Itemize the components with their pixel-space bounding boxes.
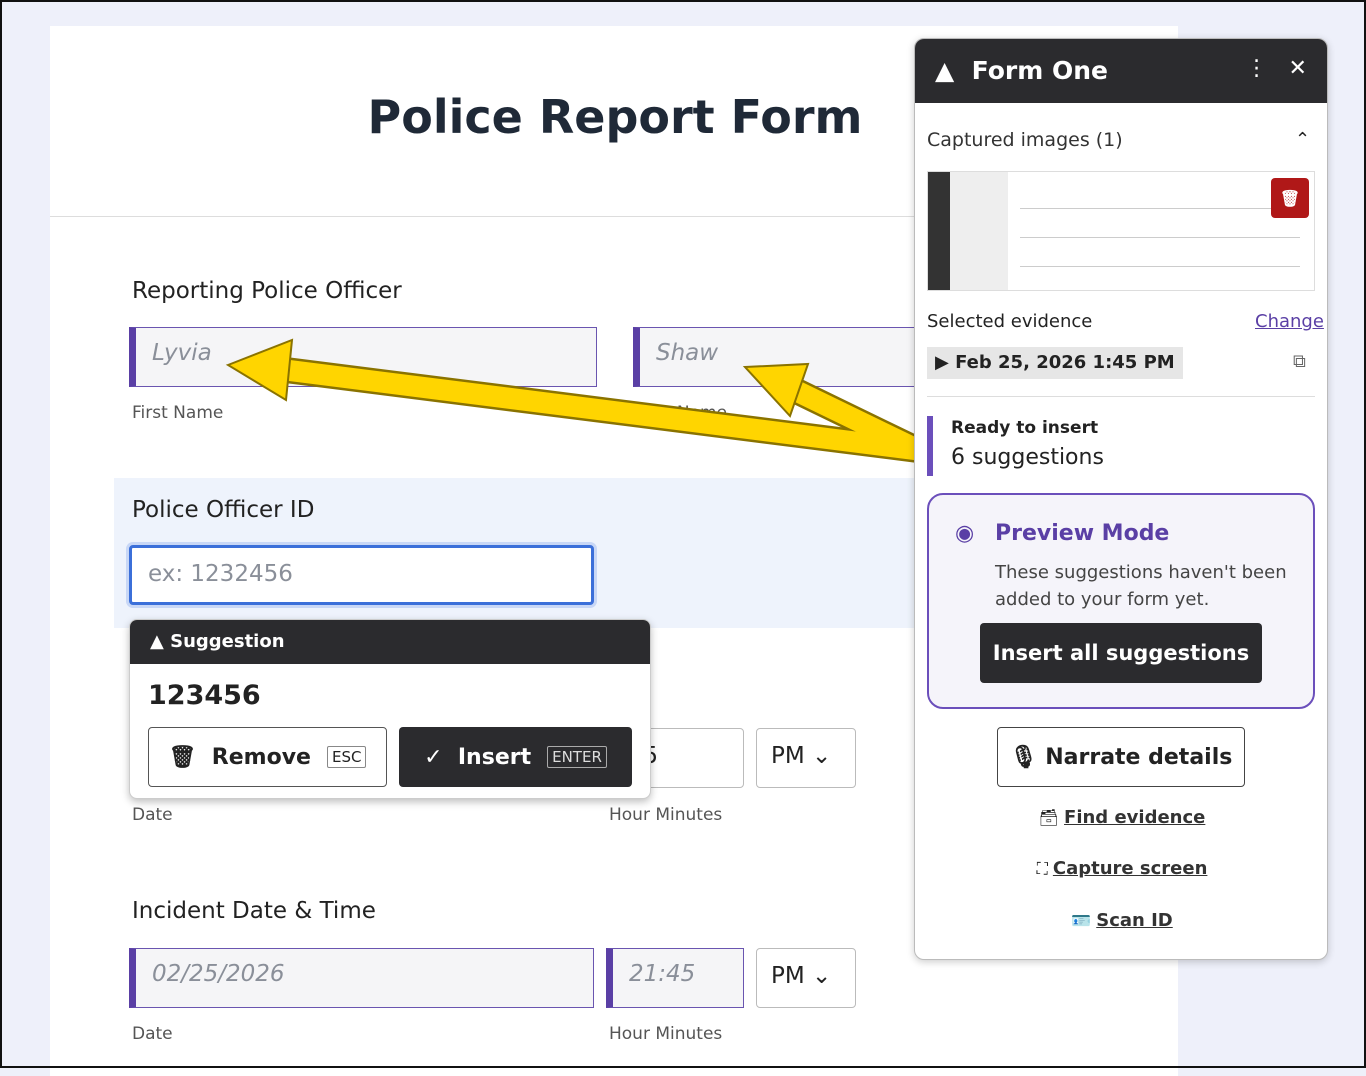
divider [927, 396, 1315, 397]
narrate-button[interactable]: 🎙 Narrate details [997, 727, 1245, 787]
open-icon[interactable]: ⧉ [1293, 351, 1306, 372]
button-label: Narrate details [1045, 744, 1233, 770]
field-label: Hour Minutes [609, 805, 723, 825]
link-row: 🗃 Find evidence [1038, 807, 1206, 828]
section-label: Incident Date & Time [132, 898, 376, 924]
insert-button[interactable]: ✓ Insert ENTER [399, 727, 632, 787]
capture-link[interactable]: Capture screen [1052, 858, 1208, 879]
section-label: Reporting Police Officer [132, 278, 402, 304]
section-heading: Captured images (1) [927, 129, 1123, 151]
evidence-date: Feb 25, 2026 1:45 PM [955, 352, 1175, 373]
remove-button[interactable]: 🗑 Remove ESC [148, 727, 387, 787]
thumb-panel [950, 172, 1008, 290]
eye-icon: ◉ [955, 521, 975, 546]
delete-button[interactable]: 🗑 [1271, 178, 1309, 218]
popup-title: Suggestion [170, 631, 285, 652]
status-label: Ready to insert [951, 418, 1099, 438]
preview-title: Preview Mode [995, 521, 1170, 546]
collapse-icon[interactable]: ⌃ [1295, 129, 1311, 150]
evidence-chip: ▶ Feb 25, 2026 1:45 PM [927, 347, 1183, 379]
ampm-select[interactable]: PM ⌄ [756, 948, 856, 1008]
preview-box: ◉ Preview Mode These suggestions haven't… [927, 493, 1315, 709]
button-label: Insert [457, 744, 532, 770]
find-link[interactable]: Find evidence [1064, 807, 1206, 828]
thumb-rows [1020, 180, 1300, 284]
field-label: Hour Minutes [609, 1024, 723, 1044]
date-input[interactable]: 02/25/2026 [129, 948, 594, 1008]
panel-title: Form One [971, 56, 1108, 85]
time-input[interactable]: 21:45 [606, 948, 744, 1008]
status-bar [927, 416, 933, 476]
shortcut: ESC [326, 746, 367, 768]
field-label: Date [132, 1024, 173, 1044]
ampm-select[interactable]: PM ⌄ [756, 728, 856, 788]
divider [50, 216, 1178, 217]
suggestion-popup: ▲ Suggestion 123456 🗑 Remove ESC ✓ Insert… [129, 619, 651, 799]
popup-header: ▲ Suggestion [130, 620, 650, 664]
panel-controls[interactable]: ⋮ ✕ [1245, 56, 1307, 81]
form-title: Police Report Form [367, 90, 863, 144]
suggested-value: 123456 [148, 680, 261, 711]
last-name-input[interactable]: Shaw [633, 327, 933, 387]
scan-link[interactable]: Scan ID [1096, 910, 1173, 931]
link-row: ⛶ Capture screen [1036, 858, 1208, 879]
panel-header: ▲ Form One ⋮ ✕ [915, 39, 1327, 103]
section-label: Police Officer ID [132, 497, 315, 523]
ampm-value: PM [771, 743, 805, 769]
status-count: 6 suggestions [951, 445, 1104, 470]
captured-thumbnail[interactable]: 🗑 [927, 171, 1315, 291]
insert-all-button[interactable]: Insert all suggestions [980, 623, 1262, 683]
officer-id-input[interactable]: ex: 1232456 [129, 545, 594, 605]
section-heading: Selected evidence [927, 311, 1093, 332]
thumb-sidebar [928, 172, 950, 290]
field-label: First Name [132, 403, 224, 423]
ampm-value: PM [771, 963, 805, 989]
preview-text: These suggestions haven't been added to … [995, 562, 1287, 610]
change-link[interactable]: Change [1255, 311, 1324, 332]
side-panel: ▲ Form One ⋮ ✕ Captured images (1) ⌃ 🗑 Se… [914, 38, 1328, 960]
link-row: 🪪 Scan ID [1071, 910, 1173, 931]
button-label: Remove [211, 744, 311, 770]
shortcut: ENTER [547, 746, 607, 768]
field-label: Date [132, 805, 173, 825]
